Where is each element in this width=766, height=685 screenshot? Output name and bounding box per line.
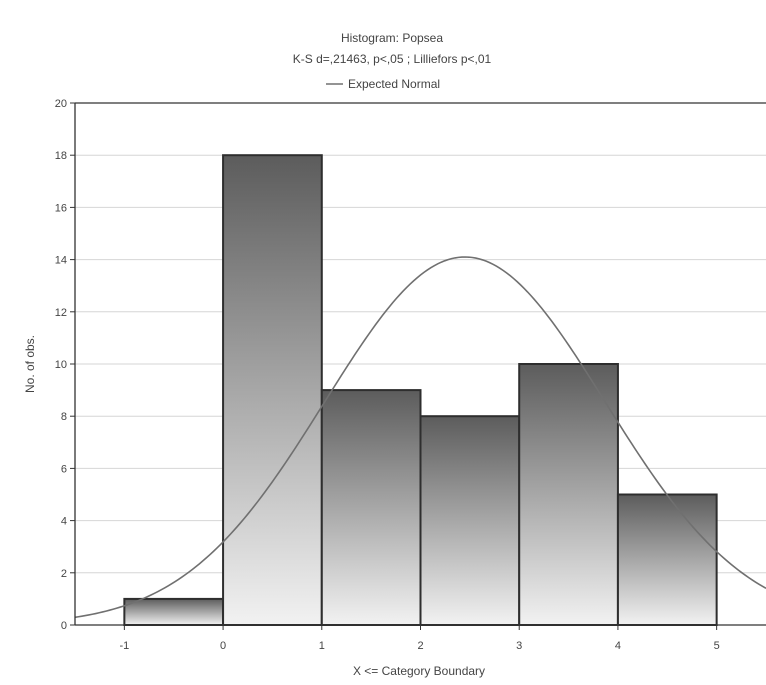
x-axis-ticks: -1 0 1 2 3 4 5 bbox=[119, 625, 720, 652]
histogram-bar bbox=[320, 389, 422, 626]
chart-subtitle: K-S d=,21463, p<,05 ; Lilliefors p<,01 bbox=[293, 52, 492, 66]
x-tick-label: 5 bbox=[714, 640, 720, 652]
expected-normal-curve bbox=[74, 256, 766, 619]
y-tick-label: 10 bbox=[55, 359, 67, 371]
histogram-bar bbox=[123, 597, 225, 627]
x-axis-label: X <= Category Boundary bbox=[353, 664, 485, 678]
chart-title: Histogram: Popsea bbox=[341, 31, 443, 45]
y-tick-label: 4 bbox=[61, 516, 67, 528]
y-axis-ticks: 0 2 4 6 8 10 12 14 16 18 20 bbox=[55, 98, 75, 632]
histogram-bar bbox=[419, 415, 521, 627]
y-axis-label: No. of obs. bbox=[23, 335, 37, 393]
y-tick-label: 2 bbox=[61, 568, 67, 580]
y-tick-label: 14 bbox=[55, 255, 67, 267]
histogram-bar bbox=[616, 493, 718, 626]
x-tick-label: 4 bbox=[615, 640, 621, 652]
histogram-bar bbox=[222, 154, 323, 626]
legend-label: Expected Normal bbox=[348, 77, 440, 91]
chart-legend: Expected Normal bbox=[326, 77, 440, 91]
y-tick-label: 20 bbox=[55, 98, 67, 110]
y-tick-label: 0 bbox=[61, 620, 67, 632]
y-tick-label: 6 bbox=[61, 463, 67, 475]
x-tick-label: 3 bbox=[516, 640, 522, 652]
histogram-bars bbox=[123, 154, 718, 627]
y-tick-label: 12 bbox=[55, 307, 67, 319]
x-tick-label: 0 bbox=[220, 640, 226, 652]
y-tick-label: 18 bbox=[55, 150, 67, 162]
y-tick-label: 8 bbox=[61, 411, 67, 423]
x-tick-label: 2 bbox=[417, 640, 423, 652]
x-tick-label: 1 bbox=[319, 640, 325, 652]
histogram-bar bbox=[518, 363, 619, 626]
y-tick-label: 16 bbox=[55, 202, 67, 214]
x-tick-label: -1 bbox=[119, 640, 129, 652]
